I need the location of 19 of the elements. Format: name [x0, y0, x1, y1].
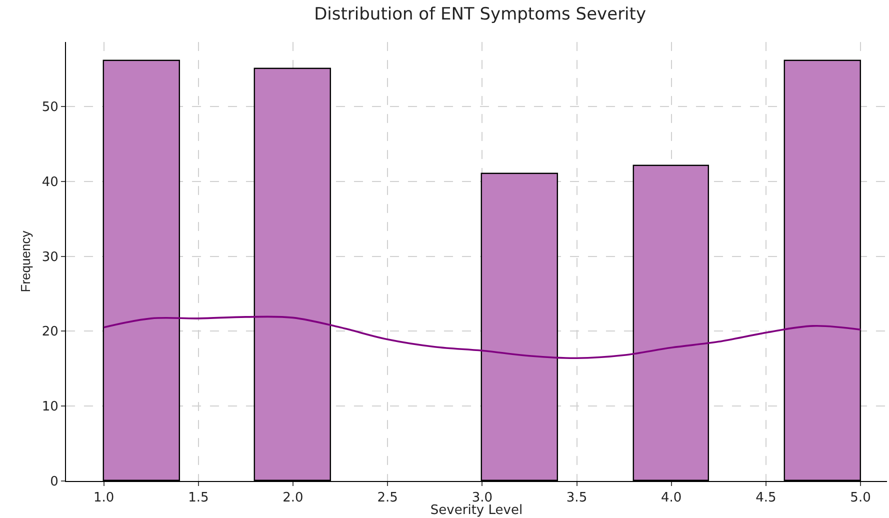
y-tick-label: 10	[42, 400, 58, 415]
x-tick-label: 2.5	[377, 490, 398, 506]
x-tick-label: 4.5	[756, 490, 776, 506]
x-axis-title: Severity Level	[430, 503, 523, 518]
chart-title: Distribution of ENT Symptoms Severity	[314, 4, 646, 25]
y-tick-label: 40	[42, 174, 58, 190]
x-tick-label: 3.5	[566, 490, 588, 506]
y-tick-label: 0	[50, 474, 58, 490]
y-tick-label: 50	[42, 100, 58, 115]
y-tick-label: 20	[42, 324, 58, 340]
y-tick-label: 30	[42, 250, 58, 265]
x-tick-label: 2.0	[282, 490, 304, 506]
x-tick-label: 1.0	[93, 490, 114, 506]
x-tick-label: 3.0	[472, 490, 493, 506]
line-series	[102, 316, 862, 360]
y-axis-title: Frequency	[18, 230, 33, 292]
x-tick-label: 5.0	[850, 490, 871, 506]
x-tick-label: 1.5	[188, 490, 209, 506]
x-tick-label: 4.0	[661, 490, 682, 506]
